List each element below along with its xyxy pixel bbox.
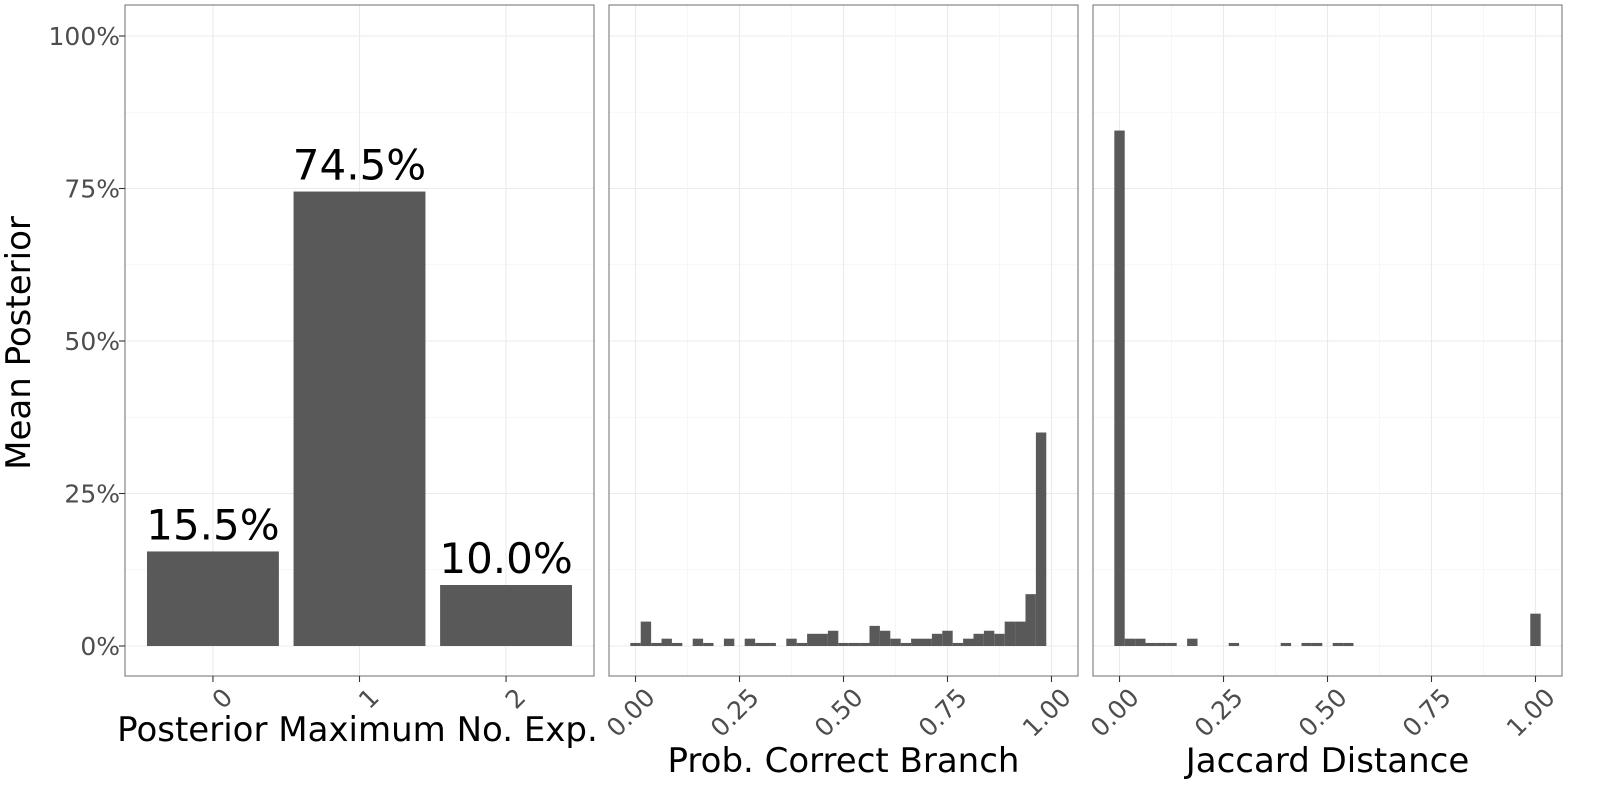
- histogram-bar: [983, 630, 995, 646]
- histogram-bar: [1124, 638, 1136, 646]
- histogram-bar: [848, 642, 860, 646]
- histogram-bar: [671, 642, 683, 646]
- histogram-bar: [1343, 642, 1354, 646]
- histogram-bar: [869, 625, 880, 646]
- histogram-bar: [661, 638, 672, 646]
- histogram-bar: [765, 642, 776, 646]
- histogram-bar: [994, 633, 1005, 646]
- histogram-bar: [952, 642, 964, 646]
- histogram-bar: [963, 638, 974, 646]
- histogram-bar: [703, 642, 714, 646]
- data-label: 74.5%: [293, 141, 426, 190]
- histogram-bar: [921, 638, 932, 646]
- histogram-bar: [786, 638, 797, 646]
- histogram-bar: [630, 642, 641, 646]
- histogram-bar: [942, 630, 953, 646]
- histogram-bar: [890, 638, 901, 646]
- histogram-bar: [827, 630, 839, 646]
- y-tick-label: 25%: [64, 480, 120, 509]
- histogram-bar: [900, 642, 912, 646]
- x-axis-title: Jaccard Distance: [1184, 741, 1470, 781]
- histogram-bar: [651, 642, 662, 646]
- histogram-bar: [879, 630, 891, 646]
- histogram-bar: [1004, 621, 1016, 646]
- histogram-bar: [1530, 613, 1541, 646]
- data-label: 15.5%: [146, 500, 279, 549]
- histogram-bar: [1187, 638, 1198, 646]
- x-axis-title: Posterior Maximum No. Exp.: [117, 710, 598, 750]
- y-tick-label: 100%: [49, 22, 120, 51]
- histogram-bar: [1135, 638, 1146, 646]
- histogram-bar: [859, 642, 870, 646]
- histogram-bar: [973, 633, 984, 646]
- histogram-bar: [911, 638, 922, 646]
- histogram-bar: [1301, 642, 1312, 646]
- y-tick-label: 0%: [80, 632, 120, 661]
- histogram-bar: [1332, 642, 1344, 646]
- histogram-bar: [755, 642, 766, 646]
- histogram-bar: [1015, 621, 1026, 646]
- histogram-bar: [1035, 432, 1047, 646]
- panel-posterior-max-exp: 15.5%74.5%10.0%0%25%50%75%100%0 1 2Posteri…: [49, 4, 598, 750]
- histogram-bar: [838, 642, 849, 646]
- histogram-bar: [931, 633, 943, 646]
- histogram-bar: [744, 638, 756, 646]
- data-label: 10.0%: [439, 534, 572, 583]
- histogram-bar: [1025, 594, 1036, 646]
- histogram-bar: [723, 638, 735, 646]
- histogram-bar: [1228, 642, 1240, 646]
- histogram-bar: [692, 638, 704, 646]
- bar: [146, 551, 279, 646]
- histogram-bar: [1155, 642, 1167, 646]
- bar: [293, 191, 426, 647]
- histogram-bar: [1166, 642, 1177, 646]
- x-axis-title: Prob. Correct Branch: [668, 741, 1020, 781]
- histogram-bar: [1311, 642, 1323, 646]
- histogram-bar: [807, 633, 818, 646]
- y-axis-title: Mean Posterior: [0, 216, 39, 470]
- y-tick-label: 75%: [64, 175, 120, 204]
- histogram-bar: [640, 621, 652, 646]
- histogram-bar: [1114, 130, 1125, 647]
- bar: [440, 585, 573, 646]
- histogram-bar: [1145, 642, 1156, 646]
- histogram-bar: [796, 642, 808, 646]
- y-tick-label: 50%: [64, 327, 120, 356]
- histogram-bar: [1280, 642, 1292, 646]
- histogram-bar: [817, 633, 828, 646]
